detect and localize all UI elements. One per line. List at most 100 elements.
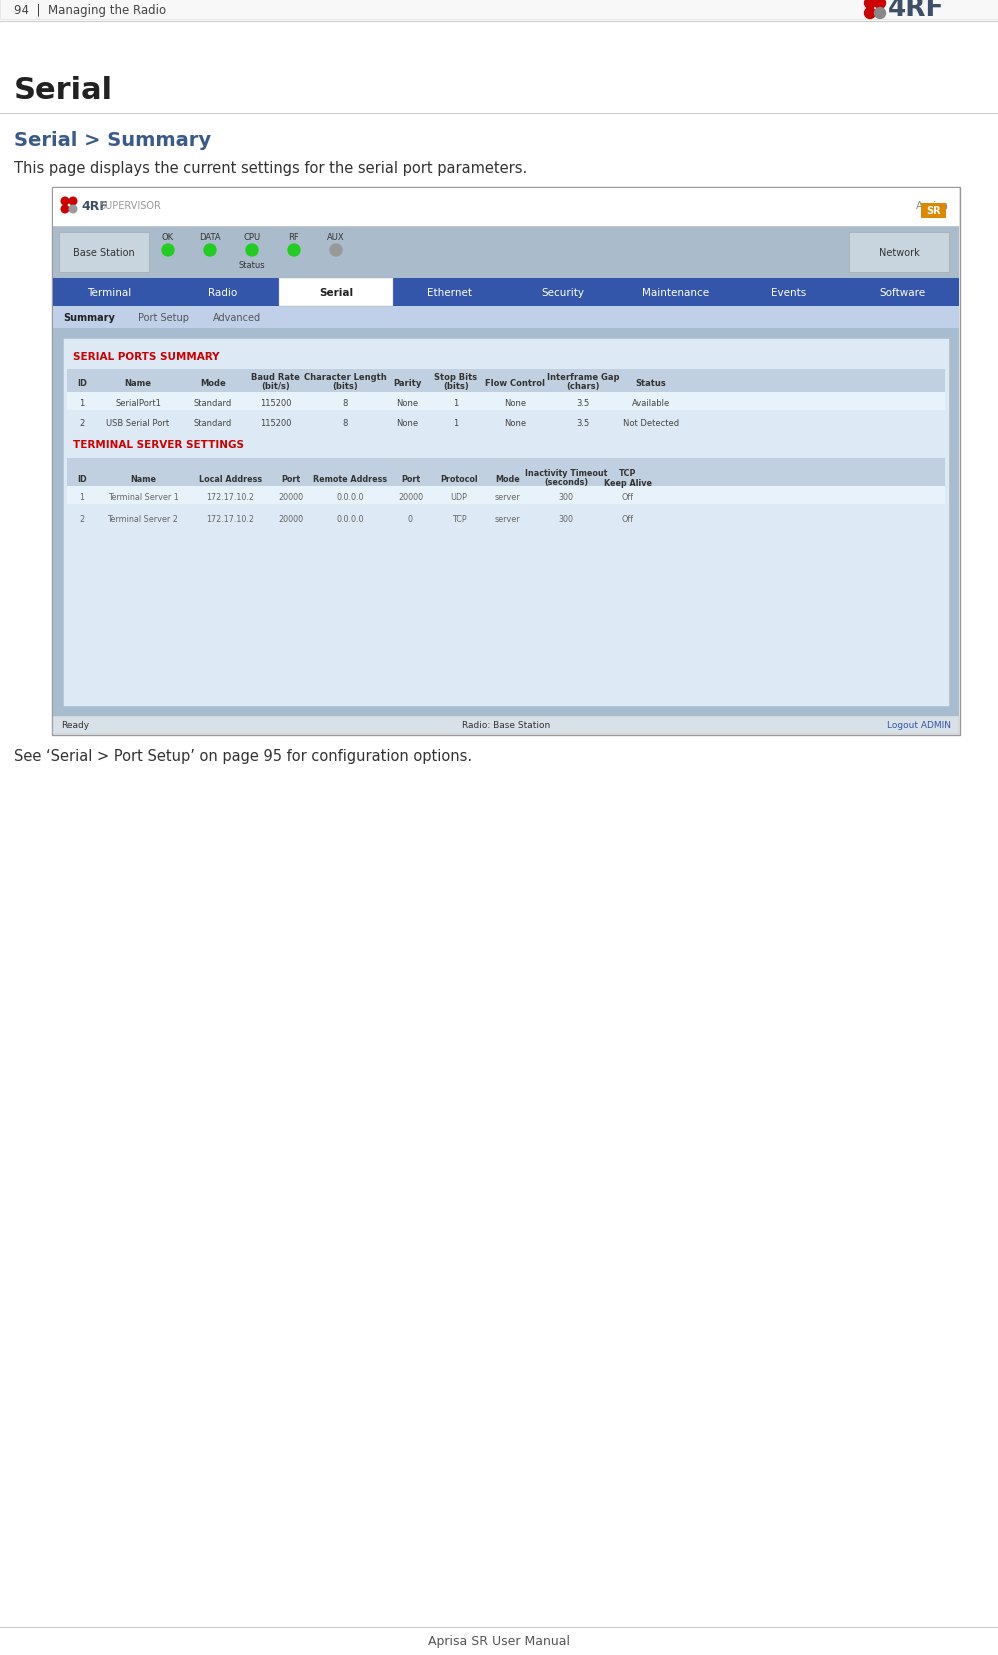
Text: 8: 8 [342, 419, 348, 427]
Text: Ready: Ready [61, 722, 89, 730]
Text: USB Serial Port: USB Serial Port [107, 419, 170, 427]
Text: Aprisa SR User Manual: Aprisa SR User Manual [428, 1635, 570, 1647]
Text: TERMINAL SERVER SETTINGS: TERMINAL SERVER SETTINGS [73, 440, 244, 450]
Text: Ethernet: Ethernet [427, 288, 472, 298]
Bar [59, 233, 149, 273]
Text: 1: 1 [453, 399, 459, 407]
Text: None: None [396, 399, 418, 407]
Text: Advanced: Advanced [213, 313, 261, 323]
Text: 172.17.10.2: 172.17.10.2 [207, 492, 254, 501]
Text: This page displays the current settings for the serial port parameters.: This page displays the current settings … [14, 162, 527, 177]
Bar [921, 204, 946, 218]
Bar [53, 329, 959, 717]
Bar [53, 189, 959, 735]
Text: 2: 2 [80, 419, 85, 427]
Text: 1: 1 [453, 419, 459, 427]
Text: Standard: Standard [194, 419, 233, 427]
Text: Inactivity Timeout: Inactivity Timeout [525, 470, 607, 478]
Circle shape [874, 8, 885, 20]
Circle shape [864, 8, 875, 20]
Text: 2: 2 [80, 515, 85, 523]
Text: Local Address: Local Address [199, 475, 262, 483]
Text: Port Setup: Port Setup [138, 313, 189, 323]
Bar [67, 392, 945, 410]
Text: Keep Alive: Keep Alive [604, 478, 652, 487]
Text: See ‘Serial > Port Setup’ on page 95 for configuration options.: See ‘Serial > Port Setup’ on page 95 for… [14, 748, 472, 763]
Text: 3.5: 3.5 [577, 419, 590, 427]
Bar [53, 189, 959, 227]
Circle shape [874, 0, 885, 10]
Text: (chars): (chars) [566, 382, 600, 391]
Text: 8: 8 [342, 399, 348, 407]
Circle shape [864, 0, 875, 10]
Text: Radio: Radio [209, 288, 238, 298]
Text: SerialPort1: SerialPort1 [115, 399, 161, 407]
Text: Software: Software [879, 288, 925, 298]
Text: (bit/s): (bit/s) [261, 382, 289, 391]
Text: server: server [495, 492, 520, 501]
Text: (bits): (bits) [443, 382, 469, 391]
Bar [67, 487, 945, 505]
Bar [67, 369, 945, 396]
Bar [53, 717, 959, 735]
Circle shape [61, 207, 69, 213]
Text: Logout ADMIN: Logout ADMIN [887, 722, 951, 730]
Text: Available: Available [632, 399, 670, 407]
Text: None: None [504, 399, 526, 407]
Bar [52, 189, 960, 735]
Text: Terminal: Terminal [88, 288, 132, 298]
Bar [53, 227, 959, 278]
Text: Terminal Server 1: Terminal Server 1 [108, 492, 179, 501]
Text: Maintenance: Maintenance [643, 288, 710, 298]
Bar [849, 233, 949, 273]
Text: OK: OK [162, 232, 174, 242]
Text: SR: SR [927, 207, 941, 217]
Text: Parity: Parity [393, 379, 421, 387]
Text: Serial: Serial [14, 76, 113, 104]
Text: UDP: UDP [450, 492, 467, 501]
Circle shape [69, 207, 77, 213]
Text: 20000: 20000 [277, 492, 303, 501]
Bar [279, 278, 393, 306]
Text: 4RF: 4RF [81, 199, 108, 212]
Text: 4RF: 4RF [888, 0, 944, 22]
Text: SUPERVISOR: SUPERVISOR [99, 200, 161, 210]
Text: (seconds): (seconds) [544, 478, 588, 487]
Text: 300: 300 [559, 492, 574, 501]
Text: Standard: Standard [194, 399, 233, 407]
Text: SERIAL PORTS SUMMARY: SERIAL PORTS SUMMARY [73, 353, 220, 362]
Text: Radio: Base Station: Radio: Base Station [462, 722, 550, 730]
Text: 172.17.10.2: 172.17.10.2 [207, 515, 254, 523]
Text: (bits): (bits) [332, 382, 358, 391]
Text: 115200: 115200 [259, 399, 291, 407]
Text: Remote Address: Remote Address [313, 475, 387, 483]
Text: 0.0.0.0: 0.0.0.0 [336, 492, 364, 501]
Text: 300: 300 [559, 515, 574, 523]
Text: Mode: Mode [495, 475, 520, 483]
Text: Serial > Summary: Serial > Summary [14, 131, 212, 149]
Text: Security: Security [541, 288, 584, 298]
Bar [63, 339, 949, 707]
Text: Off: Off [622, 492, 634, 501]
Text: DATA: DATA [200, 232, 221, 242]
Text: Status: Status [636, 379, 667, 387]
Text: server: server [495, 515, 520, 523]
Text: AUX: AUX [327, 232, 345, 242]
Text: ID: ID [77, 475, 87, 483]
Text: Network: Network [878, 248, 919, 258]
Text: Events: Events [771, 288, 806, 298]
Text: 1: 1 [80, 399, 85, 407]
Text: Port: Port [281, 475, 300, 483]
Circle shape [162, 245, 174, 257]
Text: Baud Rate: Baud Rate [251, 374, 300, 382]
Text: Base Station: Base Station [73, 248, 135, 258]
Bar [53, 306, 959, 329]
Text: RF: RF [288, 232, 299, 242]
Text: Name: Name [130, 475, 156, 483]
Text: Character Length: Character Length [304, 374, 387, 382]
Text: Status: Status [239, 260, 265, 270]
Text: None: None [396, 419, 418, 427]
Text: TCP: TCP [452, 515, 466, 523]
Text: 20000: 20000 [277, 515, 303, 523]
Circle shape [288, 245, 300, 257]
